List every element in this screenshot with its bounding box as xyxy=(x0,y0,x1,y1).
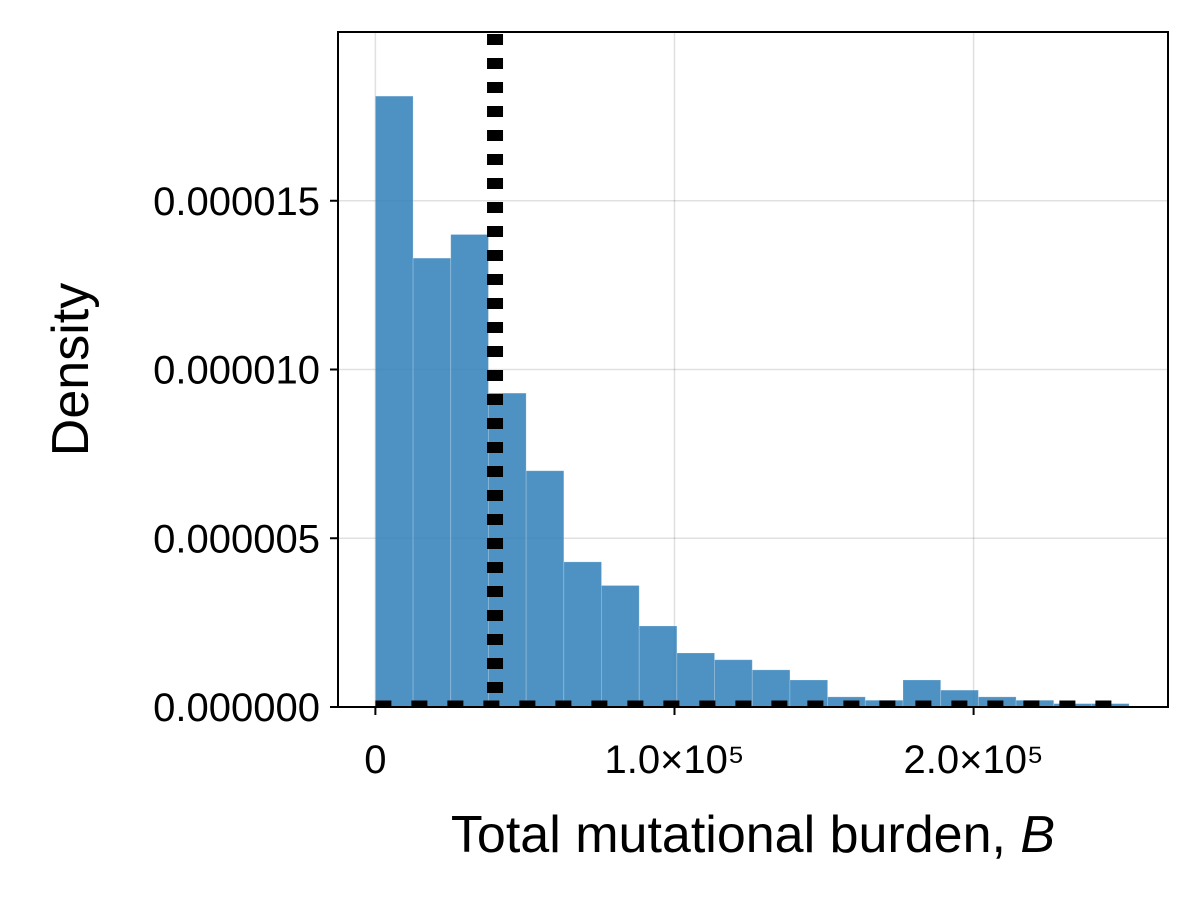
histogram-bar xyxy=(412,257,452,708)
histogram-bar xyxy=(638,625,678,708)
y-tick-label: 0.000000 xyxy=(153,686,320,730)
axis-ticks xyxy=(330,199,975,715)
histogram-bar xyxy=(601,585,640,708)
y-axis-title: Density xyxy=(42,283,100,456)
y-tick-label: 0.000010 xyxy=(153,349,320,393)
histogram-bar xyxy=(676,652,715,708)
x-tick-label: 1.0×10⁵ xyxy=(604,738,744,782)
x-axis-title: Total mutational burden, B xyxy=(451,806,1055,864)
histogram-bar xyxy=(714,659,753,708)
histogram-bar xyxy=(374,95,414,708)
x-axis-title-variable: B xyxy=(1020,806,1055,864)
tick-labels: 0 1.0×10⁵ 2.0×10⁵ 0.000000 0.000005 0.000010 0… xyxy=(153,180,1043,782)
y-tick-label: 0.000005 xyxy=(153,517,320,561)
x-tick-label: 0 xyxy=(364,738,386,782)
histogram-bar xyxy=(525,470,565,708)
y-tick-label: 0.000015 xyxy=(153,180,320,224)
histogram-bar xyxy=(450,234,489,708)
x-tick-label: 2.0×10⁵ xyxy=(904,738,1044,782)
histogram-bars xyxy=(374,95,1130,708)
reference-lines xyxy=(375,34,1130,708)
histogram-bar xyxy=(563,561,602,708)
